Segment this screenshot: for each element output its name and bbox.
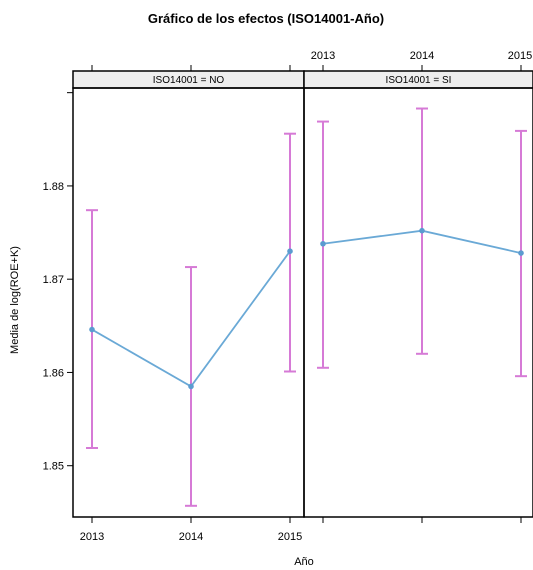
x-tick-label-bottom-1: 2014 (179, 531, 203, 543)
strip-label-1: ISO14001 = SI (386, 75, 452, 86)
mean-point-1-0 (320, 240, 326, 247)
mean-point-1-1 (419, 227, 425, 234)
y-axis-label: Media de log(ROE+K) (9, 246, 21, 354)
y-tick-label-1: 1.86 (43, 367, 64, 379)
panel-frame-0 (72, 87, 305, 518)
x-tick-label-bottom-0: 2013 (80, 531, 104, 543)
panels: ISO14001 = NO 2013 2014 2015 ISO14001 = SI 20… (43, 50, 533, 543)
mean-point-0-2 (287, 248, 293, 255)
strip-label-0: ISO14001 = NO (153, 75, 225, 86)
mean-point-0-1 (188, 383, 194, 390)
x-tick-label-top-0: 2013 (311, 50, 335, 62)
y-tick-label-2: 1.87 (43, 274, 64, 286)
x-axis-label: Año (294, 556, 314, 568)
x-tick-label-top-1: 2014 (410, 50, 434, 62)
chart-title: Gráfico de los efectos (ISO14001-Año) (148, 11, 384, 26)
x-tick-label-top-2: 2015 (508, 50, 532, 62)
y-tick-label-3: 1.88 (43, 181, 64, 193)
mean-point-1-2 (518, 250, 524, 256)
x-tick-label-bottom-2: 2015 (278, 531, 302, 543)
panel-frame-1 (303, 87, 533, 518)
mean-point-0-0 (89, 326, 95, 333)
y-tick-label-0: 1.85 (43, 461, 64, 473)
